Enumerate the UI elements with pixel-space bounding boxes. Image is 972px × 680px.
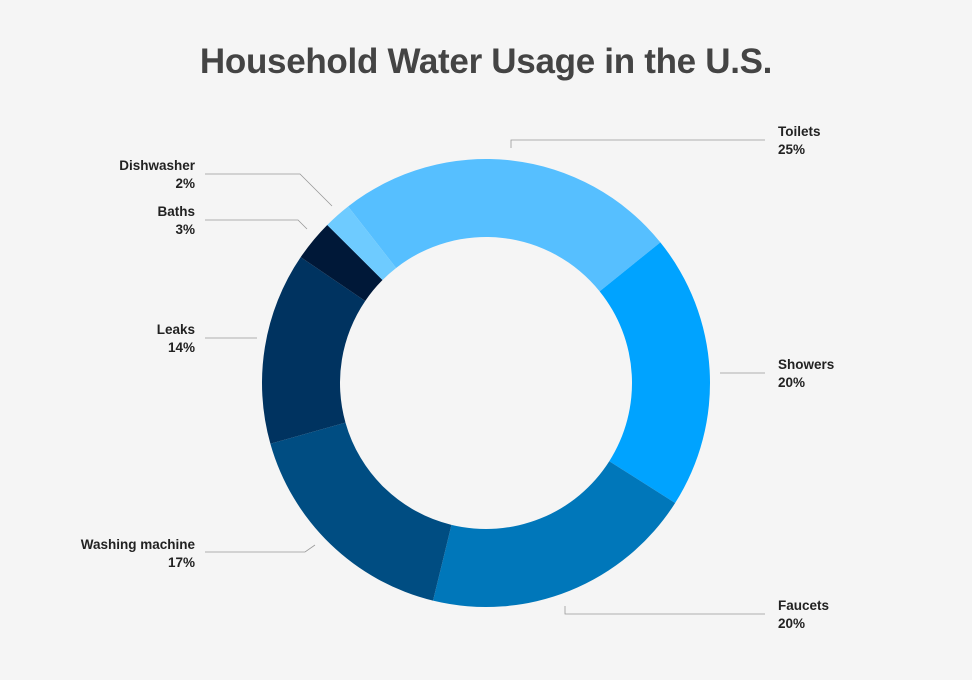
leader-line-faucets: [564, 606, 765, 615]
value-label-toilets: 25%: [778, 142, 805, 157]
value-label-washing-machine: 17%: [168, 555, 195, 570]
category-label-washing-machine: Washing machine: [81, 537, 196, 552]
category-label-leaks: Leaks: [157, 322, 195, 337]
category-label-dishwasher: Dishwasher: [119, 158, 196, 173]
slice-toilets: [348, 159, 661, 292]
slice-washing-machine: [270, 422, 452, 601]
leader-line-washing-machine: [205, 544, 316, 553]
value-label-showers: 20%: [778, 375, 805, 390]
category-label-toilets: Toilets: [778, 124, 821, 139]
leader-line-toilets: [510, 139, 765, 148]
slice-dishwasher: [327, 206, 397, 280]
slice-faucets: [433, 461, 676, 608]
leader-line-baths: [205, 219, 308, 230]
value-label-faucets: 20%: [778, 616, 805, 631]
category-label-baths: Baths: [157, 204, 195, 219]
slice-baths: [300, 224, 383, 301]
slice-showers: [599, 242, 710, 504]
category-label-showers: Showers: [778, 357, 834, 372]
value-label-leaks: 14%: [168, 340, 195, 355]
chart-title: Household Water Usage in the U.S.: [199, 42, 773, 81]
value-label-dishwasher: 2%: [175, 176, 195, 191]
slice-leaks: [262, 257, 366, 444]
value-label-baths: 3%: [175, 222, 195, 237]
leader-line-dishwasher: [205, 173, 333, 207]
category-label-faucets: Faucets: [778, 598, 829, 613]
